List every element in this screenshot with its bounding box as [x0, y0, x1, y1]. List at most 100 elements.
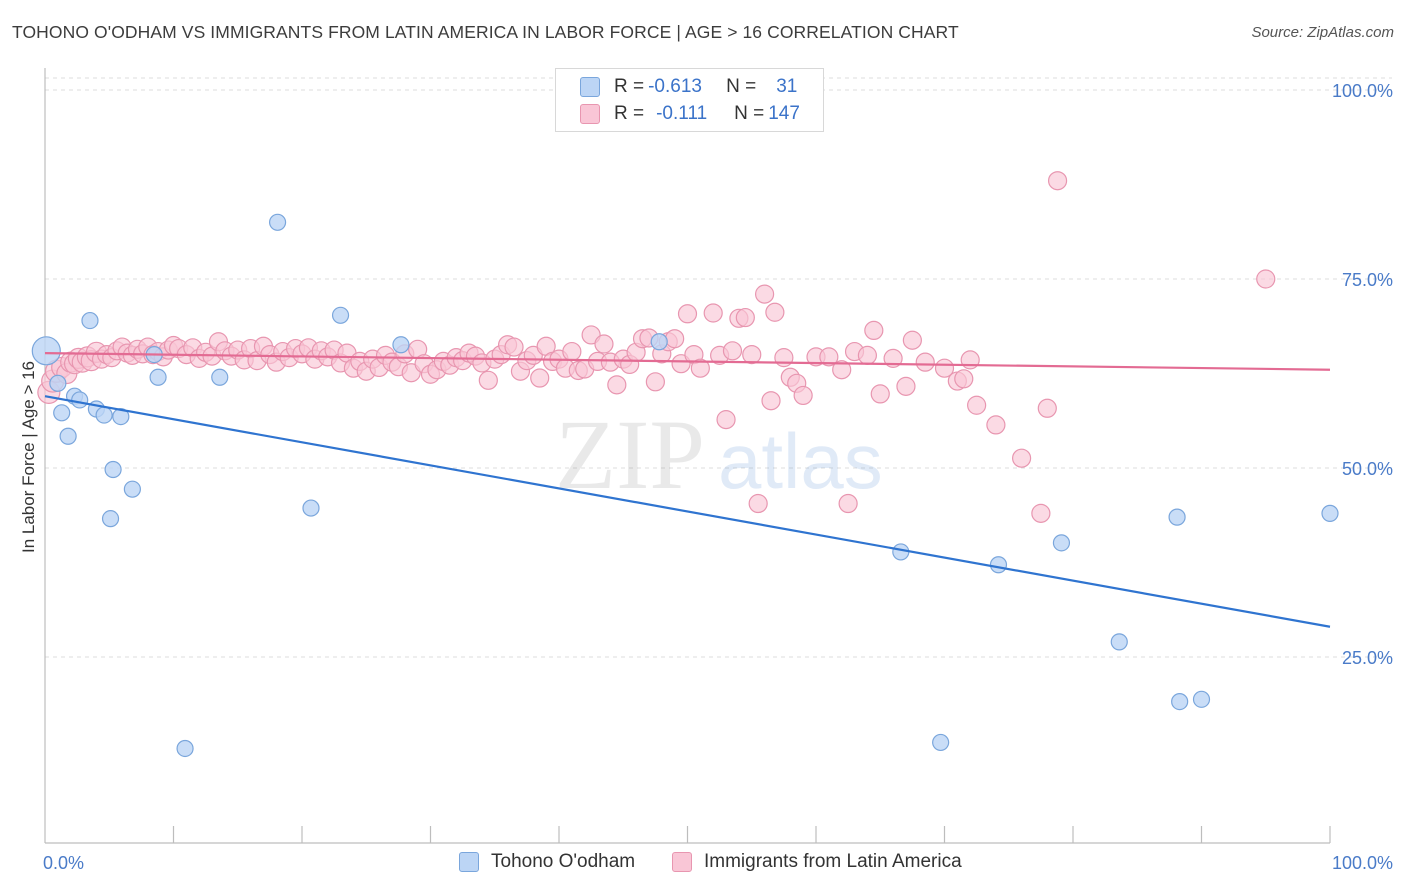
latin-america-point	[665, 329, 685, 349]
latin-america-point	[761, 391, 781, 411]
axis-labels: 25.0% 50.0% 75.0% 100.0% 0.0% 100.0% In Labor …	[19, 81, 1393, 873]
latin-america-point	[838, 493, 858, 514]
bottom-swatch-blue	[459, 852, 479, 872]
latin-america-point	[915, 352, 935, 372]
tohono-point	[53, 404, 71, 422]
latin-america-point	[645, 372, 665, 392]
latin-america-point	[1037, 398, 1057, 418]
legend-row-latin-america: R = -0.111 N = 147	[556, 101, 800, 127]
x-tick-label: 0.0%	[43, 853, 84, 873]
y-tick-label: 50.0%	[1342, 459, 1393, 479]
tohono-point	[1192, 690, 1211, 708]
legend-n-label: N =	[734, 103, 765, 124]
tohono-point	[1168, 508, 1186, 526]
latin-america-point	[607, 375, 627, 395]
latin-america-point	[1031, 503, 1051, 523]
tohono-trend-line	[44, 395, 1331, 628]
axes	[44, 68, 1331, 844]
latin-america-point	[742, 345, 762, 365]
tohono-point	[49, 374, 67, 392]
legend-r-value: -0.111	[656, 103, 708, 124]
legend-swatch-pink	[580, 104, 600, 124]
chart-title: TOHONO O'ODHAM VS IMMIGRANTS FROM LATIN …	[12, 22, 959, 42]
latin-america-point	[677, 304, 698, 324]
bottom-swatch-pink	[672, 852, 692, 872]
tohono-point	[1052, 534, 1071, 552]
tohono-point	[268, 213, 287, 231]
bottom-legend-latin-america: Immigrants from Latin America	[672, 851, 962, 873]
latin-america-point	[754, 284, 775, 304]
watermark-atlas: atlas	[718, 417, 883, 505]
latin-america-point	[735, 307, 755, 328]
tohono-point	[302, 499, 320, 517]
latin-america-point	[594, 334, 614, 354]
legend-r-label: R =	[614, 76, 645, 97]
tohono-point	[1321, 504, 1339, 522]
tohono-point	[81, 311, 99, 330]
bottom-legend-label: Immigrants from Latin America	[704, 851, 962, 872]
latin-america-point	[530, 368, 550, 388]
latin-america-point	[896, 376, 916, 396]
latin-america-point	[774, 348, 794, 368]
tohono-point	[112, 407, 130, 426]
y-axis-title: In Labor Force | Age > 16	[19, 361, 38, 553]
latin-america-point	[690, 358, 710, 378]
legend-row-tohono: R = -0.613 N = 31	[556, 74, 797, 100]
legend-r-label: R =	[614, 103, 645, 124]
latin-america-point	[986, 415, 1006, 435]
legend-n-value: 31	[776, 76, 798, 97]
legend-swatch-blue	[580, 77, 600, 97]
latin-america-point	[722, 341, 743, 361]
tohono-point	[104, 460, 122, 479]
tohono-point	[892, 543, 910, 561]
latin-america-point	[1047, 171, 1068, 191]
tohono-point	[176, 739, 194, 758]
tohono-point	[650, 333, 668, 351]
latin-america-point	[819, 347, 839, 367]
tohono-point	[95, 406, 113, 424]
tohono-point	[331, 306, 350, 324]
latin-america-point	[765, 302, 785, 322]
tohono-point	[1171, 693, 1189, 711]
watermark: ZIP atlas	[555, 399, 883, 510]
tohono-point	[211, 368, 229, 386]
tohono-point	[392, 336, 410, 354]
latin-america-point	[954, 369, 974, 389]
source-label: Source: ZipAtlas.com	[1251, 24, 1394, 41]
trend-lines	[44, 351, 1331, 628]
y-tick-label: 100.0%	[1332, 81, 1393, 101]
legend-n-value: 147	[768, 103, 800, 124]
tohono-point	[1110, 633, 1128, 651]
latin-america-point	[870, 384, 890, 404]
y-tick-label: 25.0%	[1342, 648, 1393, 668]
bottom-legend-label: Tohono O'odham	[491, 851, 636, 872]
latin-america-point	[864, 320, 884, 341]
tohono-point	[989, 556, 1008, 574]
x-tick-label: 100.0%	[1332, 853, 1393, 873]
latin-america-point	[478, 370, 498, 390]
latin-america-point	[716, 410, 736, 430]
tohono-point	[101, 510, 120, 528]
latin-america-point	[832, 360, 852, 380]
latin-america-point	[1011, 448, 1032, 468]
latin-america-point	[902, 330, 922, 350]
tohono-point	[932, 733, 950, 752]
y-tick-label: 75.0%	[1342, 270, 1393, 290]
tohono-point	[71, 391, 89, 409]
latin-america-point	[883, 348, 903, 368]
tohono-point	[59, 427, 77, 445]
latin-america-point	[967, 395, 987, 415]
legend-n-label: N =	[726, 76, 757, 97]
latin-america-point	[703, 303, 723, 323]
latin-america-point	[857, 345, 878, 365]
latin-america-point	[562, 341, 582, 362]
latin-america-point	[1256, 269, 1276, 289]
latin-america-point	[504, 337, 524, 357]
stats-legend: R = -0.613 N = 31 R = -0.111 N = 147	[555, 68, 824, 132]
series-tohono-points	[31, 213, 1339, 758]
latin-america-point	[793, 385, 813, 406]
watermark-zip: ZIP	[555, 399, 705, 510]
tohono-point	[31, 336, 61, 366]
tohono-point	[149, 368, 167, 386]
